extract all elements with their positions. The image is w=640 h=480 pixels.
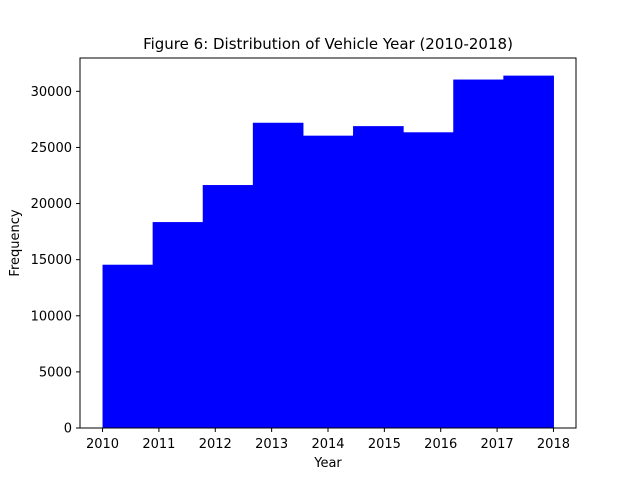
y-tick-label: 20000 <box>31 197 72 212</box>
y-tick-label: 30000 <box>31 85 72 100</box>
x-tick-label: 2011 <box>142 437 175 452</box>
chart-title: Figure 6: Distribution of Vehicle Year (… <box>143 35 513 53</box>
histogram-bar <box>453 79 504 428</box>
y-tick-label: 5000 <box>39 365 72 380</box>
histogram-bar <box>353 126 404 428</box>
plot-frame <box>79 57 577 429</box>
y-tick-label: 10000 <box>31 309 72 324</box>
y-axis-label: Frequency <box>8 209 23 276</box>
bars-group <box>102 75 554 428</box>
histogram-bar <box>302 135 354 428</box>
x-axis-label: Year <box>313 456 342 471</box>
y-tick-label: 0 <box>64 422 72 437</box>
histogram-bar <box>152 222 204 428</box>
x-tick-label: 2012 <box>199 437 232 452</box>
histogram-bar <box>503 75 554 428</box>
x-tick-label: 2018 <box>537 437 570 452</box>
x-tick-label: 2015 <box>368 437 401 452</box>
y-tick-label: 25000 <box>31 141 72 156</box>
x-tick-label: 2014 <box>311 437 344 452</box>
histogram-bar <box>202 185 254 428</box>
x-tick-label: 2017 <box>481 437 514 452</box>
x-tick-label: 2013 <box>255 437 288 452</box>
histogram-bar <box>102 264 154 428</box>
histogram-bar <box>403 132 454 428</box>
histogram-bar <box>252 122 304 428</box>
x-tick-label: 2010 <box>86 437 119 452</box>
y-axis-ticks: 0 5000 10000 15000 20000 25000 30000 <box>31 85 80 437</box>
x-tick-label: 2016 <box>424 437 457 452</box>
y-tick-label: 15000 <box>31 253 72 268</box>
x-axis-ticks: 2010 2011 2012 2013 2014 2015 2016 2017 2018 <box>86 428 570 452</box>
